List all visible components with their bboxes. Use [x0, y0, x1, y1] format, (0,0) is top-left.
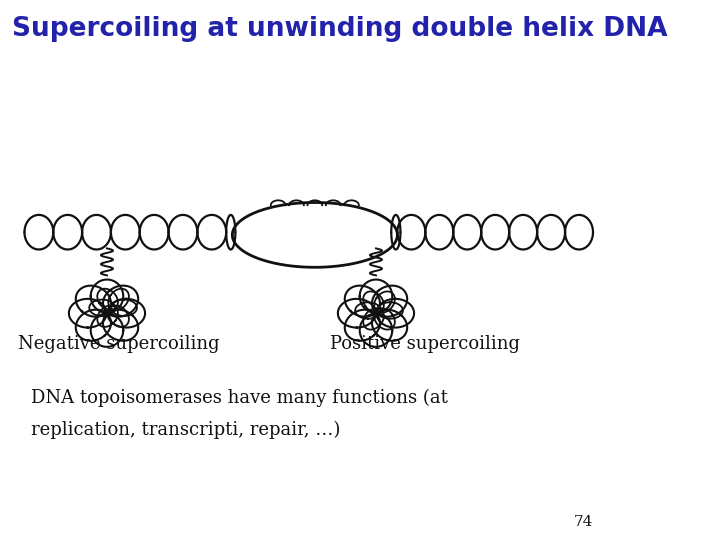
Text: 74: 74 — [574, 515, 593, 529]
Text: Positive supercoiling: Positive supercoiling — [330, 335, 520, 353]
Text: Negative supercoiling: Negative supercoiling — [18, 335, 220, 353]
Text: DNA topoisomerases have many functions (at: DNA topoisomerases have many functions (… — [30, 389, 447, 407]
Text: Supercoiling at unwinding double helix DNA: Supercoiling at unwinding double helix D… — [12, 16, 667, 42]
Text: replication, transcripti, repair, …): replication, transcripti, repair, …) — [30, 421, 340, 440]
